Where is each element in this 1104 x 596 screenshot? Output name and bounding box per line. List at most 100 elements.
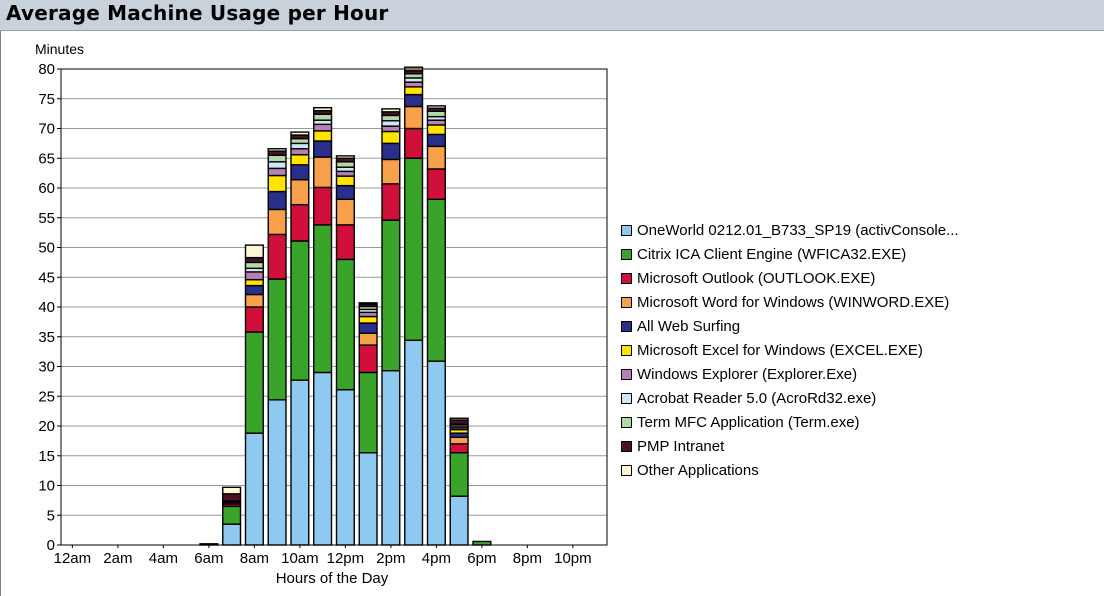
chart-panel: Minutes 0 5 10 15 20 25 30 35 40 45 50 55 60 65 70 75 80… <box>0 31 1104 596</box>
bar-segment <box>290 203 310 242</box>
legend-label: OneWorld 0212.01_B733_SP19 (activConsole… <box>637 221 959 239</box>
bar-segment <box>335 198 355 226</box>
y-tick-label: 75 <box>38 91 55 108</box>
bar-segment <box>335 175 355 187</box>
bar-segment <box>426 110 446 118</box>
bar-segment <box>290 137 310 145</box>
y-tick-label: 50 <box>38 240 55 257</box>
x-tick-label: 6pm <box>467 550 496 567</box>
x-tick-label: 12am <box>54 550 92 567</box>
legend-swatch <box>621 464 632 476</box>
legend-label: Acrobat Reader 5.0 (AcroRd32.exe) <box>637 389 877 407</box>
bar-segment <box>404 86 424 96</box>
bar-segment <box>244 293 264 308</box>
bar-segment <box>335 161 355 168</box>
bar-segment <box>381 125 401 133</box>
bar-segment <box>381 219 401 372</box>
y-tick-label: 30 <box>38 359 55 376</box>
legend-item: Microsoft Excel for Windows (EXCEL.EXE) <box>621 338 959 362</box>
y-tick-label: 10 <box>38 478 55 495</box>
bar-segment <box>404 339 424 546</box>
legend-label: Citrix ICA Client Engine (WFICA32.EXE) <box>637 245 907 263</box>
bar-segment <box>313 113 333 121</box>
y-tick-label: 60 <box>38 180 55 197</box>
bar-segment <box>335 389 355 546</box>
bar-segment <box>267 233 287 280</box>
legend-label: All Web Surfing <box>637 317 741 335</box>
x-tick-label: 4am <box>149 550 178 567</box>
legend-item: Acrobat Reader 5.0 (AcroRd32.exe) <box>621 386 959 410</box>
bar-segment <box>313 224 333 374</box>
legend-item: Citrix ICA Client Engine (WFICA32.EXE) <box>621 242 959 266</box>
bar-segment <box>290 142 310 150</box>
legend-item: All Web Surfing <box>621 314 959 338</box>
bars <box>199 66 492 546</box>
bar-segment <box>335 224 355 261</box>
x-tick-label: 8pm <box>513 550 542 567</box>
bar-segment <box>404 93 424 108</box>
x-tick-label: 10pm <box>554 550 592 567</box>
bar-segment <box>313 156 333 189</box>
legend-item: Microsoft Outlook (OUTLOOK.EXE) <box>621 266 959 290</box>
y-axis-ticks: 0 5 10 15 20 25 30 35 40 45 50 55 60 65 70 75 80 <box>38 61 61 554</box>
bar-segment <box>426 105 446 109</box>
bar-segment <box>404 81 424 88</box>
bar-segment <box>244 256 264 264</box>
bar-segment <box>449 452 469 497</box>
bar-segment <box>358 452 378 546</box>
bar-segment <box>267 148 287 152</box>
window-title: Average Machine Usage per Hour <box>6 1 389 25</box>
bar-segment <box>426 133 446 148</box>
bar-segment <box>472 540 492 546</box>
y-tick-label: 15 <box>38 448 55 465</box>
bar-segment <box>290 178 310 206</box>
bar-segment <box>267 167 287 177</box>
bar-segment <box>404 157 424 342</box>
legend-label: Term MFC Application (Term.exe) <box>637 413 860 431</box>
legend-swatch <box>621 272 632 284</box>
bar-segment <box>426 360 446 546</box>
bar-segment <box>358 302 378 305</box>
bar-segment <box>290 164 310 181</box>
legend-item: PMP Intranet <box>621 434 959 458</box>
bar-segment <box>222 493 242 502</box>
bar-segment <box>449 443 469 454</box>
bar-segment <box>222 505 242 525</box>
bar-segment <box>244 261 264 270</box>
x-axis-ticks: 12am 2am 4am 6am 8am 10am 12pm 2pm 4pm 6pm 8pm 10pm <box>54 545 592 567</box>
legend-swatch <box>621 368 632 380</box>
bar-segment <box>358 344 378 374</box>
bar-segment <box>244 432 264 546</box>
legend: OneWorld 0212.01_B733_SP19 (activConsole… <box>621 218 959 482</box>
bar-segment <box>290 131 310 136</box>
bar-segment <box>222 523 242 546</box>
bar-segment <box>381 120 401 127</box>
bar-segment <box>426 119 446 126</box>
legend-label: Microsoft Outlook (OUTLOOK.EXE) <box>637 269 876 287</box>
legend-item: Microsoft Word for Windows (WINWORD.EXE) <box>621 290 959 314</box>
bar-segment <box>290 148 310 156</box>
legend-item: Windows Explorer (Explorer.Exe) <box>621 362 959 386</box>
y-tick-label: 70 <box>38 121 55 138</box>
bar-segment <box>449 417 469 421</box>
legend-label: Microsoft Excel for Windows (EXCEL.EXE) <box>637 341 923 359</box>
bar-segment <box>313 130 333 142</box>
bar-segment <box>381 158 401 185</box>
bar-segment <box>313 186 333 226</box>
legend-swatch <box>621 296 632 308</box>
bar-segment <box>313 140 333 158</box>
bar-segment <box>358 371 378 454</box>
legend-swatch <box>621 224 632 236</box>
bar-segment <box>244 284 264 296</box>
bar-segment <box>381 142 401 161</box>
bar-segment <box>426 124 446 136</box>
gridlines <box>61 98 607 516</box>
bar-segment <box>449 495 469 546</box>
y-tick-label: 20 <box>38 418 55 435</box>
legend-label: Windows Explorer (Explorer.Exe) <box>637 365 858 383</box>
y-tick-label: 35 <box>38 329 55 346</box>
bar-segment <box>381 369 401 546</box>
bar-segment <box>244 271 264 281</box>
bar-segment <box>335 258 355 391</box>
bar-segment <box>244 244 264 259</box>
